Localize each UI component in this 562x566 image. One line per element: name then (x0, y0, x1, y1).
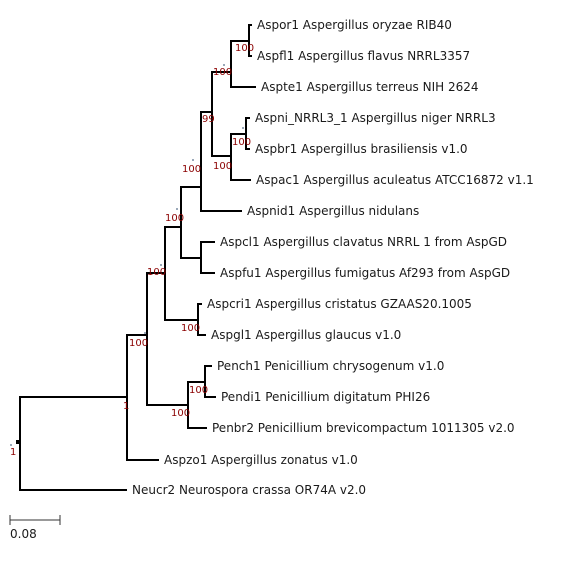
node-marker (223, 64, 225, 66)
support-values: 100 100 100 100 99 100 100 100 100 100 1… (10, 43, 254, 458)
leaf-label: Aspcl1 Aspergillus clavatus NRRL 1 from … (220, 235, 507, 249)
node-marker (160, 264, 162, 266)
leaf-label: Neucr2 Neurospora crassa OR74A v2.0 (132, 483, 366, 497)
leaf-label: Penbr2 Penicillium brevicompactum 101130… (212, 421, 515, 435)
support-value: 100 (213, 67, 232, 78)
scale-bar: 0.08 (9, 515, 61, 541)
leaf-label: Aspfu1 Aspergillus fumigatus Af293 from … (220, 266, 510, 280)
node-marker (242, 127, 244, 129)
support-value: 100 (181, 323, 200, 334)
leaf-labels: Aspor1 Aspergillus oryzae RIB40 Aspfl1 A… (132, 18, 534, 497)
leaf-label: Aspcri1 Aspergillus cristatus GZAAS20.10… (207, 297, 472, 311)
leaf-label: Aspor1 Aspergillus oryzae RIB40 (257, 18, 452, 32)
root-node-marker (16, 440, 20, 444)
node-marker (144, 332, 146, 334)
support-value: 1 (10, 447, 16, 458)
support-value: 99 (202, 114, 215, 125)
support-value: 100 (189, 385, 208, 396)
support-value: 100 (182, 164, 201, 175)
support-value: 1 (123, 401, 129, 412)
leaf-label: Aspni_NRRL3_1 Aspergillus niger NRRL3 (255, 111, 496, 125)
leaf-label: Aspte1 Aspergillus terreus NIH 2624 (261, 80, 479, 94)
node-marker (10, 444, 12, 446)
node-marker (176, 208, 178, 210)
leaf-label: Aspzo1 Aspergillus zonatus v1.0 (164, 453, 358, 467)
leaf-label: Aspbr1 Aspergillus brasiliensis v1.0 (255, 142, 468, 156)
leaf-label: Aspfl1 Aspergillus flavus NRRL3357 (257, 49, 470, 63)
tree-branches (19, 24, 256, 491)
support-value: 100 (165, 213, 184, 224)
leaf-label: Aspnid1 Aspergillus nidulans (247, 204, 419, 218)
node-marker (192, 159, 194, 161)
leaf-label: Aspac1 Aspergillus aculeatus ATCC16872 v… (256, 173, 534, 187)
leaf-label: Pendi1 Penicillium digitatum PHI26 (221, 390, 430, 404)
support-value: 100 (147, 267, 166, 278)
support-value: 100 (213, 161, 232, 172)
support-value: 100 (235, 43, 254, 54)
scale-bar-label: 0.08 (10, 527, 37, 541)
support-value: 100 (171, 408, 190, 419)
leaf-label: Pench1 Penicillium chrysogenum v1.0 (217, 359, 444, 373)
leaf-label: Aspgl1 Aspergillus glaucus v1.0 (211, 328, 401, 342)
support-value: 100 (232, 137, 251, 148)
support-value: 100 (129, 338, 148, 349)
node-markers (10, 64, 244, 446)
scale-bar-line (9, 515, 61, 525)
